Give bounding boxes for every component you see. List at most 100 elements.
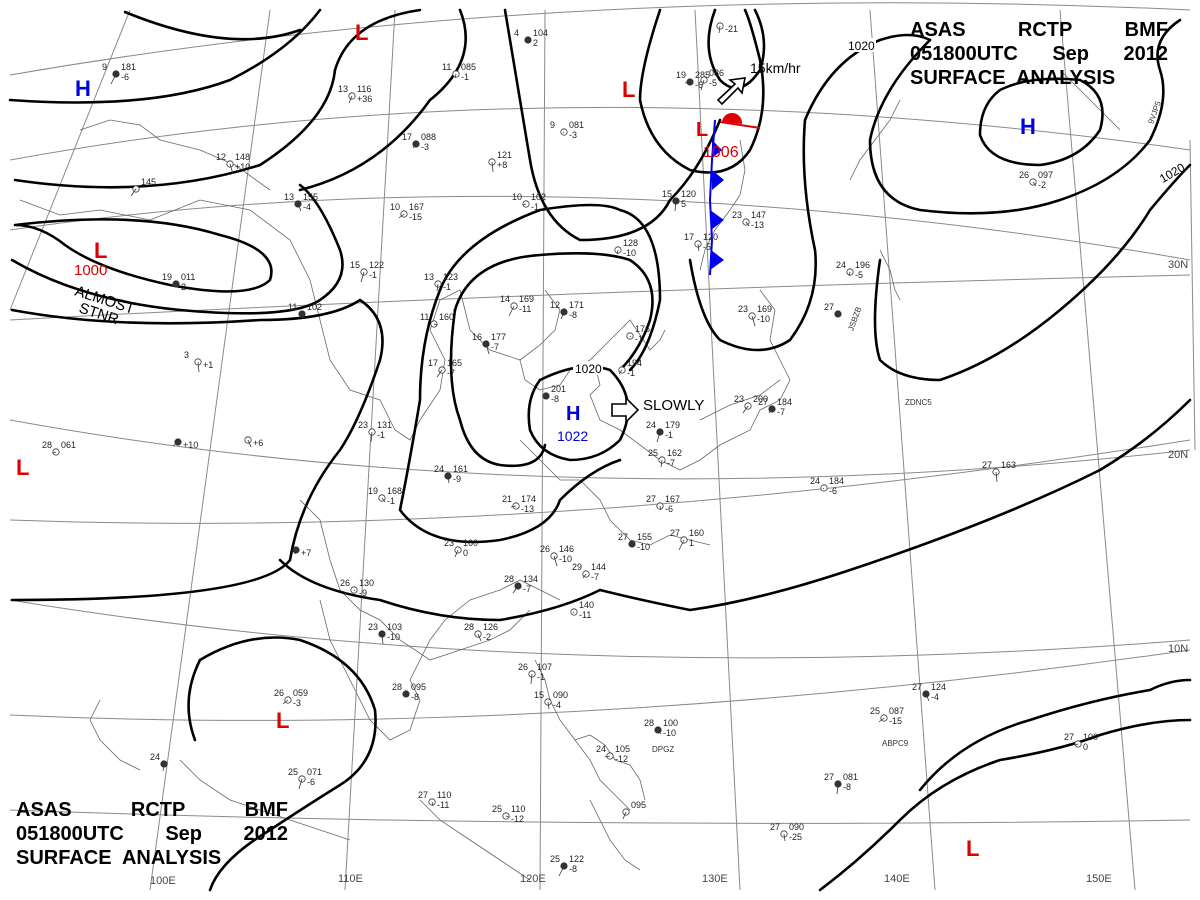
station-pressure: 102	[307, 302, 322, 312]
station-pressure: 081	[569, 120, 584, 130]
isobars	[8, 8, 1192, 892]
station-plot: 13 123-1	[424, 272, 458, 292]
station-pressure: 061	[61, 440, 76, 450]
wind-barb	[348, 95, 353, 104]
station-pressure: 194	[627, 358, 642, 368]
station-pressure: 090	[789, 822, 804, 832]
station-temperature: 25	[648, 448, 658, 458]
station-temperature: 19	[368, 486, 378, 496]
station-plot: 28 100-10	[644, 718, 678, 738]
station-temperature: 14	[500, 294, 510, 304]
station-pressure: 134	[523, 574, 538, 584]
station-pressure: 095	[411, 682, 426, 692]
station-temperature: 24	[150, 752, 160, 762]
station-temperature: 23	[734, 394, 744, 404]
station-tendency: -8	[551, 394, 559, 404]
station-plot: 28 095-8	[392, 682, 426, 702]
station-pressure: 174	[521, 494, 536, 504]
station-pressure: 181	[121, 62, 136, 72]
station-temperature: 26	[518, 662, 528, 672]
wind-barb	[700, 79, 705, 91]
station-temperature: 28	[392, 682, 402, 692]
wind-barb	[878, 717, 885, 723]
isobar	[278, 398, 1192, 622]
station-tendency: -7	[591, 572, 599, 582]
isobar	[123, 10, 302, 41]
station-temperature: 24	[810, 476, 820, 486]
station-pressure: 086	[709, 68, 724, 78]
station-tendency: -8	[411, 692, 419, 702]
station-plot: 23 200	[734, 394, 768, 414]
station-temperature: 27	[824, 772, 834, 782]
wind-barb	[604, 755, 611, 758]
station-plot: -21	[716, 22, 738, 34]
low-center-southwest: L	[16, 455, 29, 480]
wind-barb	[582, 573, 587, 579]
wind-barb	[995, 471, 998, 483]
station-plot: 086-5	[700, 68, 724, 91]
wind-barb	[553, 555, 558, 567]
lon-label-100e: 100E	[150, 875, 176, 887]
high-motion-label: SLOWLY	[643, 397, 704, 414]
station-plot: +10	[172, 438, 198, 450]
station-temperature: 3	[184, 350, 189, 360]
station-plot: 28 061	[42, 440, 76, 456]
station-pressure: 128	[623, 238, 638, 248]
wind-barb	[631, 543, 636, 546]
station-plot: 095	[622, 800, 646, 820]
station-plot: 17 088-3	[402, 132, 436, 152]
station-temperature: 10	[390, 202, 400, 212]
footer-station: RCTP	[130, 799, 186, 821]
station-temperature: 26	[340, 578, 350, 588]
station-plot: 201-8	[542, 384, 566, 404]
station-tendency: -7	[667, 458, 675, 468]
wind-barb	[412, 143, 417, 149]
station-tendency: -12	[511, 814, 524, 824]
station-tendency: -8	[843, 782, 851, 792]
station-temperature: 11	[288, 302, 297, 312]
station-plot: 3 +1	[184, 350, 213, 373]
station-tendency: -15	[889, 716, 902, 726]
isobar	[398, 288, 622, 544]
isobar	[978, 77, 1104, 167]
station-temperature: 10	[512, 192, 522, 202]
wind-barb	[622, 811, 627, 820]
station-tendency: -9	[359, 588, 367, 598]
station-pressure: 120	[703, 232, 718, 242]
station-temperature: 13	[338, 84, 348, 94]
station-pressure: 102	[531, 192, 546, 202]
station-temperature: 27	[824, 302, 834, 312]
station-tendency: -10	[623, 248, 636, 258]
station-plot: 11 085-1	[442, 62, 476, 82]
station-tendency: 2	[533, 38, 538, 48]
station-pressure: 167	[409, 202, 424, 212]
low-center-frontal: L	[696, 119, 708, 141]
station-plot: +7	[292, 546, 311, 558]
wind-barb	[447, 475, 450, 484]
cold-front	[708, 119, 724, 276]
wind-barb	[1074, 743, 1079, 746]
station-temperature: 24	[596, 744, 606, 754]
station-tendency: -1	[369, 270, 377, 280]
station-tendency: +7	[301, 548, 311, 558]
station-tendency: -6	[665, 504, 673, 514]
wind-barb	[301, 313, 304, 319]
station-plot: 13 155-4	[284, 192, 318, 212]
wind-barb	[684, 81, 691, 84]
station-pressure: 163	[1001, 460, 1016, 470]
station-pressure: 179	[665, 420, 680, 430]
wind-barb	[522, 203, 527, 206]
station-tendency: -4	[553, 700, 561, 710]
station-plot: 27	[824, 302, 842, 318]
station-plot: 24 196-5	[836, 260, 870, 280]
station-temperature: 9	[550, 120, 555, 130]
station-plot: 13 116+36	[338, 84, 372, 104]
station-tendency: -1	[377, 430, 385, 440]
station-tendency: -1	[531, 202, 539, 212]
station-pressure: 104	[533, 28, 548, 38]
station-temperature: 27	[646, 494, 656, 504]
station-tendency: -5	[855, 270, 863, 280]
high-center-northwest: H	[75, 76, 91, 101]
station-plot: 26 146-10	[540, 544, 574, 567]
